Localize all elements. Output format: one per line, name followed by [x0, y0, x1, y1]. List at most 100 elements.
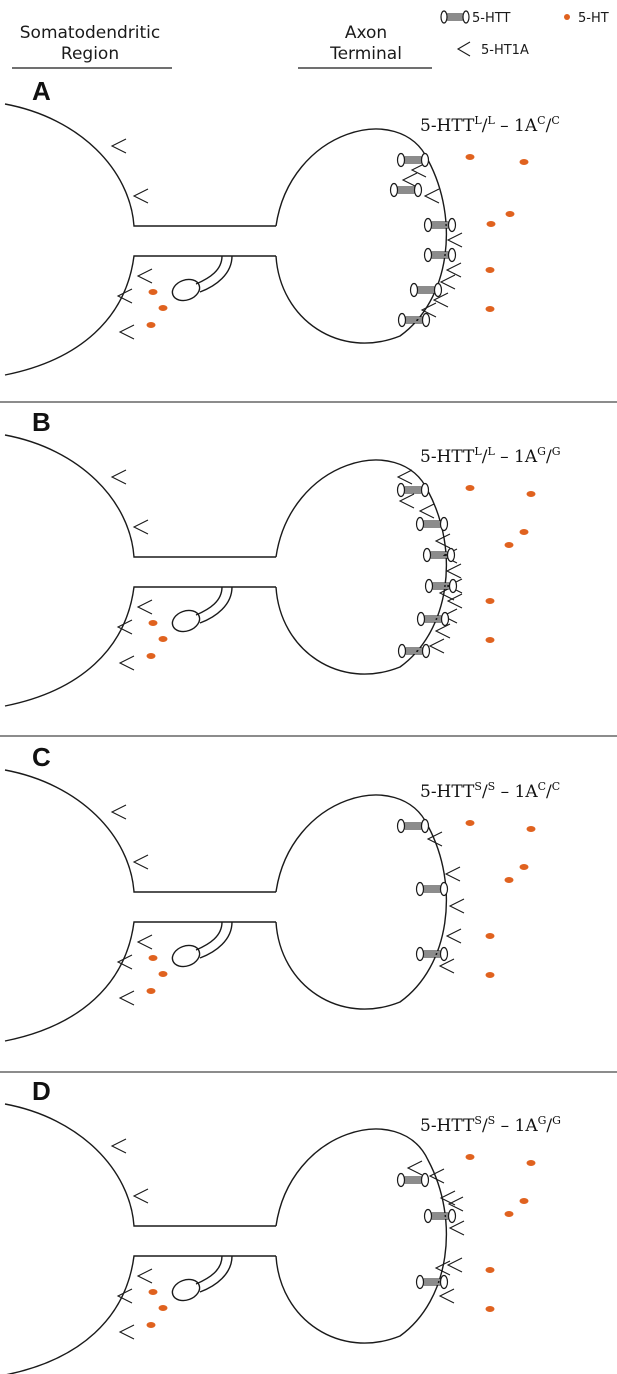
somatodendritic-receptor	[110, 138, 127, 154]
vesicle	[171, 278, 201, 302]
legend-transporter-label: 5-HTT	[472, 11, 510, 26]
legend-serotonin-dot-icon	[564, 14, 570, 20]
somatodendritic-receptor	[118, 1324, 135, 1340]
terminal-receptor	[432, 292, 449, 308]
serotonin-transporter	[415, 516, 449, 532]
terminal-receptor	[446, 232, 463, 248]
serotonin-transporter	[409, 282, 443, 298]
terminal-receptor	[446, 593, 463, 609]
synaptic-serotonin	[504, 1211, 514, 1217]
serotonin-transporter	[416, 611, 450, 627]
synaptic-serotonin	[465, 820, 475, 826]
somatodendritic-receptor	[118, 990, 135, 1006]
synaptic-serotonin	[504, 877, 514, 883]
somatodendritic-receptor	[110, 1138, 127, 1154]
panel-c: C 5-HTTS/S – 1AC/C	[4, 742, 560, 1042]
terminal-receptor	[439, 1190, 456, 1206]
vesicle-stalk	[195, 1255, 233, 1293]
terminal-receptor	[438, 958, 455, 974]
genotype-label: 5-HTTS/S – 1AC/C	[420, 780, 560, 802]
synaptic-serotonin	[519, 1198, 529, 1204]
somatodendritic-serotonin	[146, 653, 156, 659]
somatodendritic-receptor	[132, 188, 149, 204]
synaptic-serotonin	[519, 529, 529, 535]
somatodendritic-serotonin	[158, 305, 168, 311]
somatodendritic-serotonin	[148, 620, 158, 626]
terminal-receptor	[446, 578, 463, 594]
somatodendritic-serotonin	[148, 955, 158, 961]
somatodendritic-title-line2: Region	[61, 44, 119, 64]
somatodendritic-receptor	[116, 1288, 133, 1304]
header: Somatodendritic Region Axon Terminal	[12, 23, 432, 69]
serotonin-transporter	[415, 1274, 449, 1290]
somatodendritic-receptor	[110, 469, 127, 485]
axon-terminal-membrane	[275, 128, 448, 344]
genotype-label: 5-HTTL/L – 1AG/G	[420, 445, 560, 467]
soma-membrane-upper	[4, 769, 276, 893]
serotonin-transporter	[397, 643, 431, 659]
serotonin-transporter	[396, 152, 430, 168]
serotonin-transporter	[423, 1208, 457, 1224]
somatodendritic-serotonin	[148, 289, 158, 295]
genotype-label: 5-HTTS/S – 1AG/G	[420, 1114, 561, 1136]
somatodendritic-receptor	[132, 519, 149, 535]
serotonin-transporter	[423, 247, 457, 263]
vesicle-stalk	[195, 586, 233, 624]
somatodendritic-receptor	[116, 954, 133, 970]
somatodendritic-receptor	[136, 599, 153, 615]
terminal-receptor	[428, 1168, 445, 1184]
somatodendritic-receptor	[136, 934, 153, 950]
soma-membrane-lower	[4, 255, 276, 376]
legend-receptor-icon	[456, 41, 471, 57]
synaptic-serotonin	[505, 211, 515, 217]
panel-letter: A	[32, 76, 51, 106]
somatodendritic-receptor	[132, 854, 149, 870]
somatodendritic-receptor	[136, 1268, 153, 1284]
terminal-receptor	[448, 898, 465, 914]
terminal-receptor	[428, 638, 445, 654]
legend-transporter-icon	[440, 10, 470, 24]
synaptic-serotonin	[485, 267, 495, 273]
vesicle	[171, 609, 201, 633]
synaptic-serotonin	[485, 972, 495, 978]
somatodendritic-receptor	[116, 619, 133, 635]
synaptic-serotonin	[519, 159, 529, 165]
serotonin-transporter	[396, 818, 430, 834]
terminal-receptor	[447, 1196, 464, 1212]
terminal-receptor	[434, 1260, 451, 1276]
terminal-receptor	[434, 533, 451, 549]
legend-serotonin-label: 5-HT	[578, 11, 609, 26]
soma-membrane-lower	[4, 921, 276, 1042]
terminal-receptor	[445, 563, 462, 579]
somatodendritic-receptor	[110, 804, 127, 820]
axon-terminal-title-line1: Axon	[345, 23, 387, 43]
serotonin-transporter	[396, 1172, 430, 1188]
synaptic-serotonin	[504, 542, 514, 548]
synaptic-serotonin	[519, 864, 529, 870]
somatodendritic-receptor	[116, 288, 133, 304]
somatodendritic-serotonin	[146, 322, 156, 328]
somatodendritic-serotonin	[148, 1289, 158, 1295]
somatodendritic-serotonin	[158, 1305, 168, 1311]
synaptic-serotonin	[485, 1267, 495, 1273]
somatodendritic-receptor	[132, 1188, 149, 1204]
somatodendritic-receptor	[118, 655, 135, 671]
serotonin-transporter	[422, 547, 456, 563]
axon-terminal-membrane	[275, 1128, 448, 1344]
soma-membrane-lower	[6, 1255, 276, 1374]
terminal-receptor	[438, 1288, 455, 1304]
synaptic-serotonin	[486, 221, 496, 227]
genotype-label: 5-HTTL/L – 1AC/C	[420, 114, 560, 136]
terminal-receptor	[434, 623, 451, 639]
vesicle	[171, 944, 201, 968]
vesicle	[171, 1278, 201, 1302]
panels: A 5-HTTL/L – 1AC/C B 5-HTTL/L – 1AG/G C 5-HTT…	[4, 76, 561, 1374]
serotonin-transporter	[423, 217, 457, 233]
terminal-receptor	[401, 172, 418, 188]
serotonin-transporter	[424, 578, 458, 594]
soma-membrane-upper	[4, 434, 276, 558]
synaptic-serotonin	[526, 1160, 536, 1166]
panel-a: A 5-HTTL/L – 1AC/C	[4, 76, 560, 376]
somatodendritic-title-line1: Somatodendritic	[20, 23, 161, 43]
